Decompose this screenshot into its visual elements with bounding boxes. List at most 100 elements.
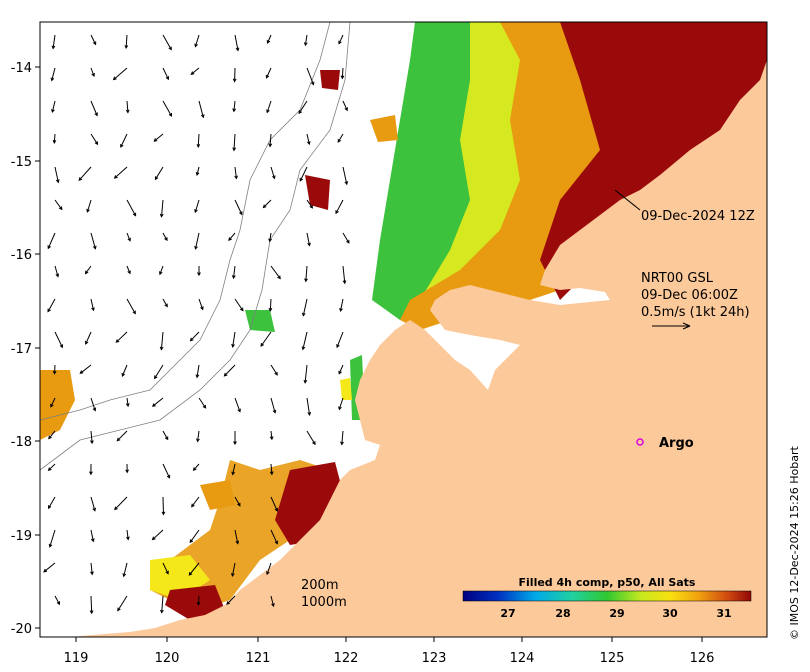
current-vector-head: [48, 435, 52, 440]
current-vector-head: [301, 346, 306, 351]
current-vector: [90, 100, 98, 116]
current-vector-head: [121, 372, 126, 377]
current-vector-head: [268, 307, 273, 312]
current-vector-head: [161, 511, 166, 516]
current-vector: [54, 331, 63, 348]
current-vector: [90, 496, 96, 511]
y-tick-label: -17: [11, 342, 32, 357]
current-vector-head: [223, 372, 228, 377]
current-vector-head: [78, 177, 83, 181]
current-vector-head: [340, 441, 344, 446]
current-vector-head: [307, 411, 312, 416]
current-vector: [299, 166, 308, 182]
current-vector: [162, 496, 164, 515]
current-vector: [90, 232, 96, 249]
current-vector: [85, 265, 92, 274]
current-vector-head: [55, 273, 60, 278]
current-vector: [270, 397, 276, 413]
current-vector: [233, 100, 236, 112]
current-vector: [188, 562, 200, 576]
current-vector-head: [344, 107, 348, 112]
current-vector: [51, 100, 56, 113]
current-vector-head: [340, 75, 345, 80]
current-vector: [337, 133, 344, 143]
current-vector: [90, 34, 97, 45]
current-vector-head: [188, 572, 193, 576]
current-vector-head: [338, 406, 342, 411]
map-frame: [39, 21, 768, 638]
current-vector-head: [303, 42, 308, 47]
colorbar-tick-label: 29: [609, 607, 624, 620]
current-vector: [338, 397, 344, 410]
current-vector: [190, 331, 200, 342]
current-vector-head: [55, 179, 60, 184]
current-vector-head: [196, 143, 201, 148]
current-vector: [190, 67, 200, 75]
current-vector: [231, 562, 236, 577]
current-vector: [269, 133, 272, 147]
current-vector-head: [232, 78, 237, 83]
current-vector: [191, 496, 200, 508]
current-vector: [120, 133, 128, 148]
current-vector-head: [50, 77, 55, 82]
current-vector: [306, 232, 310, 246]
current-vector-head: [226, 601, 230, 605]
current-vector: [270, 265, 281, 279]
current-vector-head: [47, 308, 51, 313]
current-vector: [234, 529, 239, 544]
current-vector-head: [51, 45, 56, 50]
credit-text: © IMOS 12-Dec-2024 15:26 Hobart: [788, 445, 801, 640]
current-vector: [306, 397, 311, 415]
current-vector: [47, 232, 56, 249]
current-vector: [306, 199, 313, 209]
current-vector-head: [344, 181, 349, 186]
current-vector: [234, 496, 241, 507]
current-vector: [195, 232, 200, 250]
colorbar-tick-label: 31: [716, 607, 731, 620]
current-vector-head: [164, 436, 169, 441]
current-vector-head: [231, 471, 236, 476]
current-vector: [196, 364, 200, 378]
current-vector-head: [125, 403, 130, 408]
y-tick-label: -18: [11, 435, 32, 450]
current-vector-head: [298, 110, 303, 115]
current-vector: [114, 496, 128, 510]
current-vector-head: [92, 245, 97, 250]
current-vector-head: [151, 403, 156, 407]
current-vector-head: [309, 204, 313, 209]
current-vector-head: [231, 275, 236, 280]
current-vector: [162, 34, 172, 50]
current-vector-head: [228, 237, 232, 242]
current-vector: [194, 199, 200, 213]
current-vector: [342, 166, 348, 185]
current-vector-head: [85, 340, 89, 345]
current-vector-head: [52, 139, 57, 144]
current-vector: [90, 298, 94, 311]
current-vector: [162, 562, 169, 574]
current-vector: [304, 364, 308, 383]
colorbar-title: Filled 4h comp, p50, All Sats: [519, 576, 696, 589]
current-vector-head: [194, 245, 198, 250]
argo-float-marker: [636, 438, 644, 446]
current-vector-head: [92, 407, 97, 412]
current-vector-head: [202, 404, 207, 409]
current-vector-head: [301, 312, 306, 317]
current-vector: [159, 265, 164, 275]
colorbar-gradient: [462, 590, 752, 602]
current-vector-head: [154, 375, 158, 380]
current-vector-head: [268, 143, 273, 148]
current-vector-head: [274, 540, 278, 545]
y-tick-label: -20: [11, 622, 32, 637]
current-vector-head: [127, 270, 131, 275]
current-vector: [126, 397, 129, 407]
current-vector: [342, 100, 348, 111]
current-vector-head: [159, 346, 164, 351]
current-vector-head: [115, 339, 120, 343]
current-vector: [298, 100, 308, 114]
current-vector: [340, 298, 344, 312]
x-tick-label: 126: [690, 651, 715, 666]
current-vector: [266, 562, 272, 575]
current-vector: [197, 133, 200, 147]
current-vector: [54, 166, 59, 183]
current-vector: [270, 166, 275, 179]
